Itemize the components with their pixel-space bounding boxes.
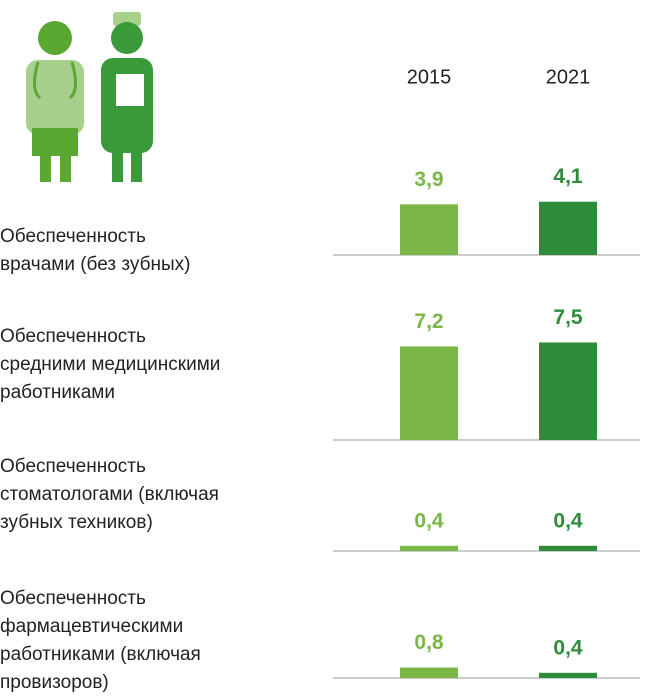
bar: [400, 546, 458, 551]
icon-doctor: [26, 21, 84, 182]
category-label: Обеспеченность стоматологами (включая зу…: [0, 453, 330, 537]
bar: [400, 204, 458, 255]
legend-label: 2015: [407, 66, 452, 88]
value-label: 0,4: [414, 509, 444, 532]
value-label: 3,9: [414, 168, 443, 191]
bar: [400, 668, 458, 678]
value-label: 0,4: [553, 636, 583, 659]
category-label: Обеспеченность средними медицинскими раб…: [0, 323, 330, 407]
value-label: 7,2: [414, 310, 443, 333]
value-label: 0,4: [553, 509, 583, 532]
category-label: Обеспеченность фармацевтическими работни…: [0, 585, 330, 697]
value-label: 4,1: [553, 165, 583, 188]
value-label: 0,8: [414, 631, 444, 654]
page: 2015 2021 3,9 4,1 7,2 7,5 0,4 0,4 0,8 0,4 Обеспеч…: [0, 0, 650, 697]
bar: [539, 202, 597, 255]
bar: [539, 546, 597, 551]
bar: [400, 346, 458, 440]
bar: [539, 343, 597, 441]
icon-nurse: [101, 12, 153, 182]
value-label: 7,5: [553, 306, 583, 329]
bar: [539, 673, 597, 678]
legend-label: 2021: [546, 66, 591, 88]
category-label: Обеспеченность врачами (без зубных): [0, 223, 330, 279]
